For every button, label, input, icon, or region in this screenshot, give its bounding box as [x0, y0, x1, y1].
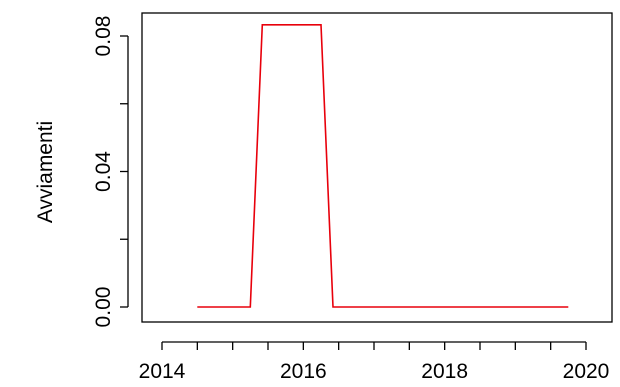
y-axis-title: Avviamenti [34, 121, 57, 223]
x-tick-label: 2016 [280, 360, 327, 383]
x-axis: 2014 2016 2018 2020 [139, 341, 610, 383]
y-tick-label: 0.04 [92, 151, 115, 192]
y-tick-label: 0.00 [92, 287, 115, 328]
x-tick-label: 2014 [139, 360, 186, 383]
plot-area-frame [141, 12, 613, 323]
series-line [197, 23, 569, 308]
series-layer [197, 23, 569, 308]
y-axis: 0.00 0.04 0.08 [92, 16, 129, 328]
x-tick-label: 2020 [563, 360, 610, 383]
x-tick-label: 2018 [421, 360, 468, 383]
y-tick-label: 0.08 [92, 16, 115, 57]
